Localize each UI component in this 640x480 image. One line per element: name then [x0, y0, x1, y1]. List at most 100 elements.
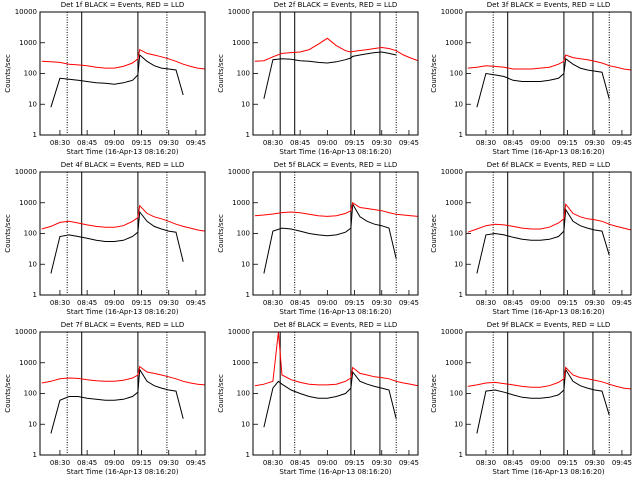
y-tick-label: 1000: [445, 359, 463, 367]
x-tick-label: 08:45: [503, 459, 523, 467]
y-axis-label: Counts/sec: [217, 374, 225, 413]
x-axis-label: Start Time (16-Apr-13 08:16:20): [492, 148, 604, 156]
x-tick-label: 08:30: [476, 299, 496, 307]
y-tick-label: 1000: [19, 199, 37, 207]
chart-title: Det 6f BLACK = Events, RED = LLD: [487, 161, 610, 169]
series-line: [254, 201, 419, 217]
x-axis-label: Start Time (16-Apr-13 08:16:20): [279, 308, 391, 316]
y-tick-label: 10000: [228, 328, 250, 336]
y-axis-label: Counts/sec: [4, 214, 12, 253]
y-axis-label: Counts/sec: [4, 374, 12, 413]
y-tick-label: 10: [241, 260, 250, 268]
x-tick-label: 09:45: [612, 459, 632, 467]
series-line: [467, 54, 632, 71]
y-tick-label: 1: [246, 291, 250, 299]
series-line: [476, 57, 610, 108]
y-tick-label: 100: [237, 70, 250, 78]
y-tick-label: 100: [237, 390, 250, 398]
chart-title: Det 8f BLACK = Events, RED = LLD: [274, 321, 397, 329]
x-axis-label: Start Time (16-Apr-13 08:16:20): [279, 148, 391, 156]
x-tick-label: 09:45: [399, 459, 419, 467]
series-line: [41, 365, 206, 386]
y-tick-label: 10000: [441, 328, 463, 336]
plot-frame: [252, 171, 419, 296]
y-tick-label: 100: [24, 70, 37, 78]
x-tick-label: 09:15: [557, 139, 577, 147]
y-axis-label: Counts/sec: [217, 54, 225, 93]
chart-title: Det 7f BLACK = Events, RED = LLD: [61, 321, 184, 329]
y-tick-label: 1000: [445, 39, 463, 47]
x-tick-label: 09:45: [186, 299, 206, 307]
chart-title: Det 2f BLACK = Events, RED = LLD: [274, 1, 397, 9]
series-line: [254, 37, 419, 62]
x-axis-label: Start Time (16-Apr-13 08:16:20): [492, 468, 604, 476]
chart-title: Det 3f BLACK = Events, RED = LLD: [487, 1, 610, 9]
x-tick-label: 09:00: [104, 459, 124, 467]
series-line: [263, 370, 397, 428]
y-tick-label: 10: [28, 260, 37, 268]
x-tick-label: 09:00: [104, 299, 124, 307]
x-tick-label: 09:00: [530, 459, 550, 467]
y-tick-label: 10000: [15, 8, 37, 16]
series-line: [476, 208, 610, 274]
x-tick-label: 09:00: [530, 139, 550, 147]
series-line: [254, 331, 419, 387]
y-tick-label: 100: [237, 230, 250, 238]
x-tick-label: 09:15: [131, 139, 151, 147]
y-tick-label: 100: [24, 230, 37, 238]
x-tick-label: 09:00: [104, 139, 124, 147]
x-tick-label: 08:45: [290, 459, 310, 467]
x-tick-label: 09:30: [159, 459, 179, 467]
x-tick-label: 09:15: [131, 299, 151, 307]
series-line: [41, 48, 206, 70]
plot-frame: [465, 171, 632, 296]
series-line: [263, 51, 397, 99]
y-tick-label: 1: [459, 131, 463, 139]
x-tick-label: 08:45: [290, 299, 310, 307]
x-tick-label: 08:30: [50, 459, 70, 467]
y-tick-label: 100: [24, 390, 37, 398]
x-tick-label: 09:45: [186, 459, 206, 467]
y-tick-label: 10000: [441, 168, 463, 176]
x-tick-label: 09:00: [530, 299, 550, 307]
y-tick-label: 10: [28, 420, 37, 428]
y-tick-label: 10000: [228, 8, 250, 16]
series-line: [41, 204, 206, 232]
x-axis-label: Start Time (16-Apr-13 08:16:20): [492, 308, 604, 316]
x-tick-label: 08:30: [263, 459, 283, 467]
x-tick-label: 09:00: [317, 139, 337, 147]
plot-frame: [465, 331, 632, 456]
x-tick-label: 08:45: [290, 139, 310, 147]
plot-frame: [39, 331, 206, 456]
x-tick-label: 09:30: [372, 299, 392, 307]
chart-title: Det 4f BLACK = Events, RED = LLD: [61, 161, 184, 169]
x-tick-label: 09:15: [344, 459, 364, 467]
x-tick-label: 08:30: [263, 139, 283, 147]
y-tick-label: 1: [459, 451, 463, 459]
y-tick-label: 1: [246, 451, 250, 459]
x-tick-label: 09:15: [344, 299, 364, 307]
x-tick-label: 09:45: [612, 299, 632, 307]
y-tick-label: 1000: [232, 199, 250, 207]
y-axis-label: Counts/sec: [430, 214, 438, 253]
x-tick-label: 08:30: [263, 299, 283, 307]
x-tick-label: 09:30: [159, 299, 179, 307]
y-tick-label: 1000: [19, 359, 37, 367]
x-tick-label: 08:45: [503, 299, 523, 307]
y-tick-label: 1: [33, 131, 37, 139]
plot-frame: [252, 331, 419, 456]
series-line: [50, 368, 184, 434]
chart-title: Det 9f BLACK = Events, RED = LLD: [487, 321, 610, 329]
plot-frame: [39, 171, 206, 296]
y-axis-label: Counts/sec: [217, 214, 225, 253]
x-tick-label: 08:30: [50, 139, 70, 147]
plot-frame: [252, 11, 419, 136]
y-tick-label: 10: [454, 100, 463, 108]
plot-frame: [39, 11, 206, 136]
x-tick-label: 09:00: [317, 299, 337, 307]
series-line: [476, 368, 610, 434]
x-tick-label: 08:30: [476, 139, 496, 147]
x-tick-label: 08:30: [476, 459, 496, 467]
chart-title: Det 5f BLACK = Events, RED = LLD: [274, 161, 397, 169]
